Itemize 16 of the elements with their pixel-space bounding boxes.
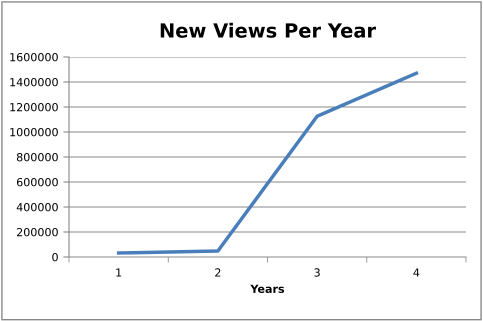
y-tick-label: 1200000	[10, 102, 58, 112]
x-tick-label: 4	[413, 268, 420, 277]
y-tick-label: 0	[52, 252, 58, 262]
x-tick-label: 1	[116, 268, 122, 277]
y-tick-label: 1000000	[10, 128, 58, 136]
y-tick-label: 200000	[16, 228, 58, 236]
x-tick-label: 2	[215, 268, 220, 277]
y-tick-label: 600000	[16, 178, 58, 186]
x-axis-title: Years	[250, 284, 284, 294]
y-tick-label: 1600000	[10, 52, 58, 62]
y-tick-label: 800000	[16, 152, 58, 162]
line-series	[116, 72, 418, 255]
x-tick-label: 3	[314, 268, 320, 277]
y-tick-label: 1400000	[10, 78, 58, 86]
chart-title: New Views Per Year	[160, 22, 376, 38]
y-tick-label: 400000	[16, 202, 58, 212]
